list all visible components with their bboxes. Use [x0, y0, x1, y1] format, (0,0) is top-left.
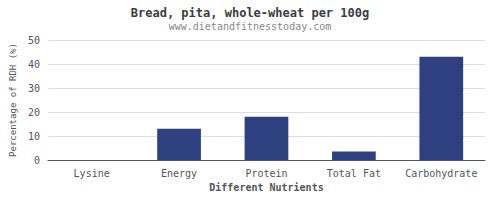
svg-text:10: 10 [28, 131, 40, 142]
svg-text:Different Nutrients: Different Nutrients [209, 182, 323, 193]
svg-text:Lysine: Lysine [74, 168, 110, 179]
svg-text:30: 30 [28, 83, 40, 94]
svg-text:20: 20 [28, 107, 40, 118]
svg-text:Total Fat: Total Fat [327, 168, 381, 179]
svg-text:0: 0 [34, 155, 40, 166]
svg-text:40: 40 [28, 59, 40, 70]
svg-text:Protein: Protein [245, 168, 287, 179]
svg-text:www.dietandfitnesstoday.com: www.dietandfitnesstoday.com [169, 21, 332, 32]
svg-text:50: 50 [28, 35, 40, 46]
svg-text:Percentage of RDH (%): Percentage of RDH (%) [8, 43, 18, 157]
svg-text:Bread, pita, whole-wheat per 1: Bread, pita, whole-wheat per 100g [131, 6, 369, 20]
svg-text:Energy: Energy [161, 168, 197, 179]
svg-text:Carbohydrate: Carbohydrate [405, 168, 477, 179]
